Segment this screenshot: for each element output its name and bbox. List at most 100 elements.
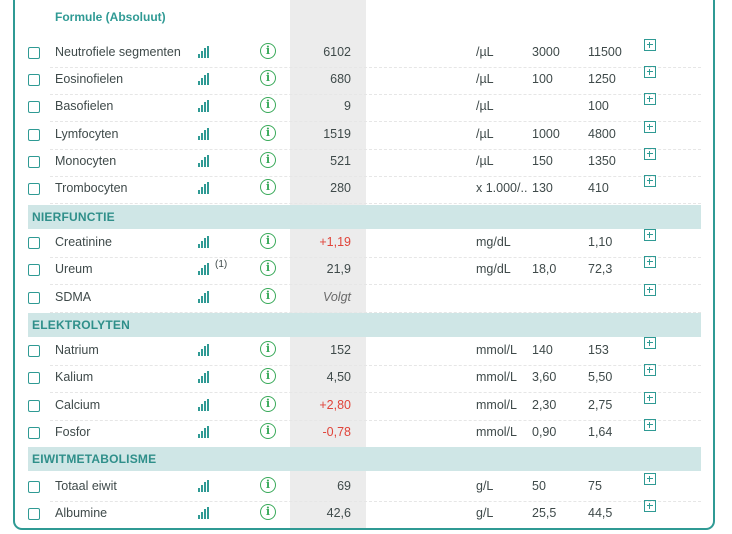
expand-plus-icon[interactable]	[644, 148, 656, 160]
info-icon[interactable]: i	[260, 179, 276, 195]
chart-icon[interactable]	[198, 155, 211, 167]
expand-plus-icon[interactable]	[644, 392, 656, 404]
chart-icon[interactable]	[198, 507, 211, 519]
select-checkbox[interactable]	[28, 101, 40, 113]
reference-min: 18,0	[532, 262, 557, 276]
info-icon[interactable]: i	[260, 396, 276, 412]
table-row: Kalium i 4,50 mmol/L 3,60 5,50	[15, 364, 701, 393]
test-name: Lymfocyten	[55, 127, 119, 141]
reference-min: 2,30	[532, 398, 557, 412]
row-divider	[50, 149, 701, 150]
chart-icon[interactable]	[198, 73, 211, 85]
info-icon[interactable]: i	[260, 423, 276, 439]
test-name: Basofielen	[55, 99, 114, 113]
footnote-marker: (1)	[215, 259, 228, 270]
result-value: 152	[330, 343, 351, 357]
chart-icon[interactable]	[198, 371, 211, 383]
chart-icon[interactable]	[198, 399, 211, 411]
select-checkbox[interactable]	[28, 129, 40, 141]
subheading-formule-absoluut: Formule (Absoluut)	[55, 10, 166, 24]
info-icon[interactable]: i	[260, 368, 276, 384]
select-checkbox[interactable]	[28, 400, 40, 412]
chart-icon[interactable]	[198, 46, 211, 58]
select-checkbox[interactable]	[28, 508, 40, 520]
expand-plus-icon[interactable]	[644, 175, 656, 187]
select-checkbox[interactable]	[28, 372, 40, 384]
test-name: Ureum	[55, 262, 93, 276]
test-name: Totaal eiwit	[55, 479, 117, 493]
result-unit: /µL	[476, 99, 494, 113]
section-header-eiwit: EIWITMETABOLISME	[28, 447, 701, 471]
select-checkbox[interactable]	[28, 156, 40, 168]
result-unit: mg/dL	[476, 235, 511, 249]
select-checkbox[interactable]	[28, 183, 40, 195]
result-value: 4,50	[326, 370, 351, 384]
select-checkbox[interactable]	[28, 237, 40, 249]
reference-min: 140	[532, 343, 553, 357]
table-row: SDMA i Volgt	[15, 284, 701, 313]
test-name: Monocyten	[55, 154, 117, 168]
info-icon[interactable]: i	[260, 504, 276, 520]
info-icon[interactable]: i	[260, 288, 276, 304]
result-unit: /µL	[476, 45, 494, 59]
info-icon[interactable]: i	[260, 260, 276, 276]
result-unit: /µL	[476, 72, 494, 86]
expand-plus-icon[interactable]	[644, 419, 656, 431]
expand-plus-icon[interactable]	[644, 39, 656, 51]
chart-icon[interactable]	[198, 291, 211, 303]
expand-plus-icon[interactable]	[644, 93, 656, 105]
info-icon[interactable]: i	[260, 341, 276, 357]
expand-plus-icon[interactable]	[644, 121, 656, 133]
table-row: Eosinofielen i 680/µL 100 1250	[15, 66, 701, 95]
select-checkbox[interactable]	[28, 292, 40, 304]
row-divider	[50, 176, 701, 177]
select-checkbox[interactable]	[28, 74, 40, 86]
info-icon[interactable]: i	[260, 152, 276, 168]
expand-plus-icon[interactable]	[644, 500, 656, 512]
select-checkbox[interactable]	[28, 47, 40, 59]
result-value: 521	[330, 154, 351, 168]
chart-icon[interactable]	[198, 263, 211, 275]
expand-plus-icon[interactable]	[644, 256, 656, 268]
select-checkbox[interactable]	[28, 345, 40, 357]
chart-icon[interactable]	[198, 480, 211, 492]
table-row: Monocyten i 521/µL 150 1350	[15, 148, 701, 177]
expand-plus-icon[interactable]	[644, 229, 656, 241]
reference-min: 150	[532, 154, 553, 168]
info-icon[interactable]: i	[260, 70, 276, 86]
result-unit: /µL	[476, 127, 494, 141]
section-title: ELEKTROLYTEN	[32, 318, 130, 332]
chart-icon[interactable]	[198, 128, 211, 140]
row-divider	[50, 501, 701, 502]
select-checkbox[interactable]	[28, 264, 40, 276]
result-value: 1519	[323, 127, 351, 141]
row-divider	[50, 365, 701, 366]
info-icon[interactable]: i	[260, 97, 276, 113]
expand-plus-icon[interactable]	[644, 364, 656, 376]
result-value: Volgt	[322, 290, 351, 304]
result-value: 680	[330, 72, 351, 86]
row-divider	[50, 203, 701, 204]
reference-min: 3000	[532, 45, 560, 59]
info-icon[interactable]: i	[260, 43, 276, 59]
result-value: 9	[344, 99, 351, 113]
expand-plus-icon[interactable]	[644, 66, 656, 78]
chart-icon[interactable]	[198, 236, 211, 248]
expand-plus-icon[interactable]	[644, 473, 656, 485]
chart-icon[interactable]	[198, 426, 211, 438]
info-icon[interactable]: i	[260, 125, 276, 141]
expand-plus-icon[interactable]	[644, 284, 656, 296]
expand-plus-icon[interactable]	[644, 337, 656, 349]
info-icon[interactable]: i	[260, 477, 276, 493]
chart-icon[interactable]	[198, 344, 211, 356]
reference-max: 1250	[588, 72, 616, 86]
info-icon[interactable]: i	[260, 233, 276, 249]
section-title: EIWITMETABOLISME	[32, 452, 157, 466]
chart-icon[interactable]	[198, 182, 211, 194]
select-checkbox[interactable]	[28, 427, 40, 439]
result-unit: /µL	[476, 154, 494, 168]
reference-max: 410	[588, 181, 609, 195]
select-checkbox[interactable]	[28, 481, 40, 493]
chart-icon[interactable]	[198, 100, 211, 112]
table-row: Lymfocyten i 1519/µL 1000 4800	[15, 121, 701, 150]
